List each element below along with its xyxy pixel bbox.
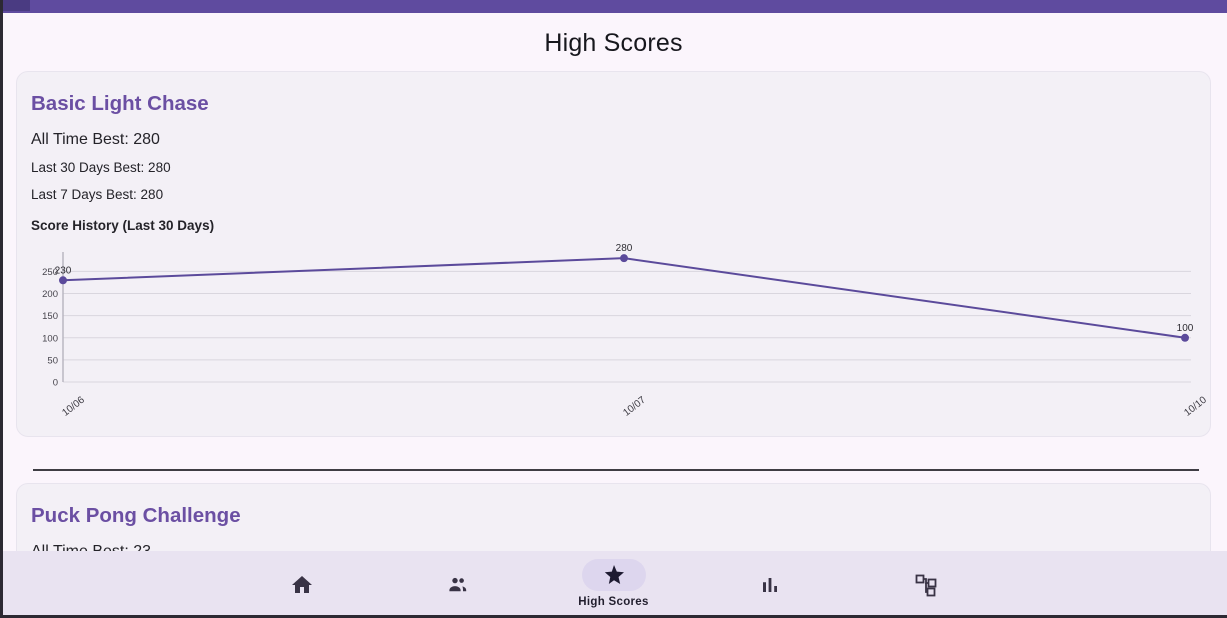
nav-item-stats[interactable] [692, 551, 848, 618]
svg-text:100: 100 [1177, 323, 1194, 334]
card-divider [33, 469, 1199, 471]
page-title: High Scores [544, 29, 683, 57]
people-icon [448, 577, 466, 591]
home-icon [291, 575, 312, 593]
svg-text:100: 100 [42, 333, 58, 344]
game-title: Basic Light Chase [31, 92, 209, 115]
schema-icon [915, 574, 936, 596]
window-edge-left [0, 0, 3, 618]
nav-item-games[interactable] [848, 551, 1004, 618]
active-tab-indicator [581, 559, 646, 591]
last-7-days-best: Last 7 Days Best: 280 [31, 187, 164, 202]
all-time-best: All Time Best: 280 [31, 131, 160, 148]
nav-item-label: High Scores [578, 596, 649, 608]
star-icon [604, 565, 624, 584]
svg-text:280: 280 [616, 243, 633, 254]
top-bar [0, 0, 1227, 13]
svg-text:200: 200 [42, 289, 58, 300]
svg-text:150: 150 [42, 311, 58, 322]
svg-text:230: 230 [55, 265, 72, 276]
game-score-card-basic-light-chase: Basic Light Chase All Time Best: 280 Las… [16, 71, 1211, 437]
svg-text:50: 50 [47, 355, 58, 366]
game-title: Puck Pong Challenge [31, 504, 241, 527]
bottom-navigation: High Scores [0, 551, 1227, 618]
svg-text:0: 0 [53, 378, 58, 389]
svg-text:10/07: 10/07 [621, 394, 648, 418]
nav-item-high-scores[interactable]: High Scores [536, 551, 692, 618]
titlebar-accent [3, 0, 30, 11]
last-30-days-best: Last 30 Days Best: 280 [31, 160, 171, 175]
svg-text:250: 250 [42, 267, 58, 278]
nav-item-home[interactable] [224, 551, 380, 618]
nav-item-players[interactable] [380, 551, 536, 618]
svg-text:10/06: 10/06 [60, 394, 87, 418]
window-edge-bottom [0, 615, 1227, 618]
bar-chart-icon [762, 577, 777, 592]
svg-text:10/10: 10/10 [1182, 394, 1209, 418]
score-history-label: Score History (Last 30 Days) [31, 218, 215, 233]
